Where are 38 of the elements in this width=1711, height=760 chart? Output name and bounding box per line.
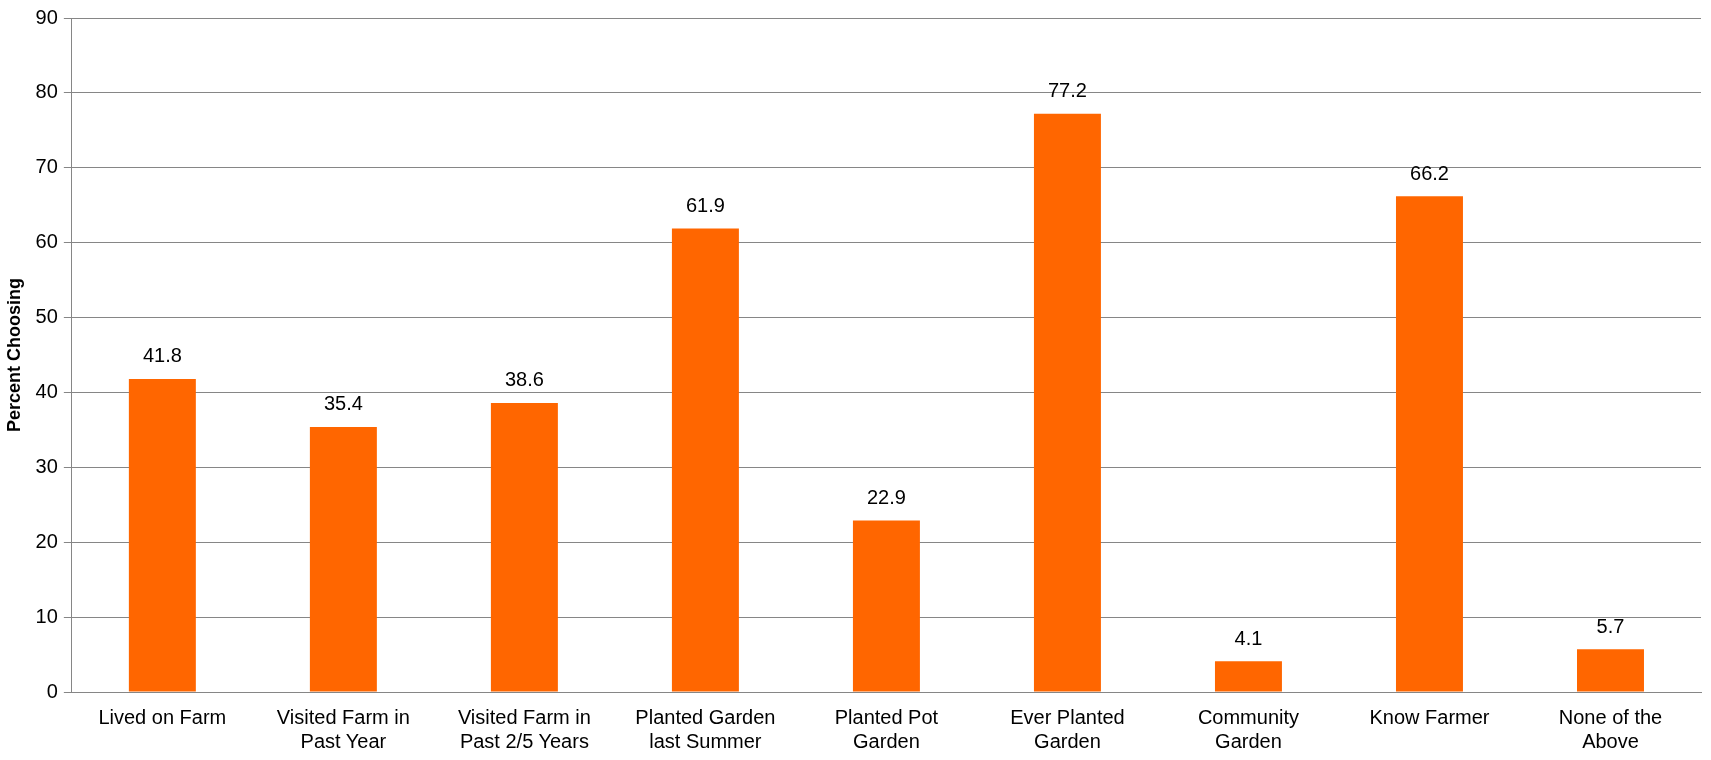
x-tick-label: None of the Above (1558, 705, 1663, 752)
y-tick-label: 80 (35, 80, 58, 103)
x-tick-label: Lived on Farm (98, 705, 227, 728)
x-tick-label: Visited Farm in Past Year (276, 705, 410, 752)
y-tick-label: 50 (35, 305, 58, 328)
bar (309, 426, 377, 692)
bar (1577, 649, 1644, 692)
data-label: 4.1 (1234, 626, 1263, 649)
data-label: 5.7 (1596, 614, 1625, 637)
data-label: 66.2 (1410, 161, 1449, 184)
y-tick-label: 40 (35, 379, 58, 402)
data-label: 41.8 (142, 344, 182, 367)
x-tick-label: Community Garden (1197, 705, 1300, 752)
y-tick-label: 30 (35, 454, 58, 477)
y-tick-label: 10 (35, 604, 58, 627)
x-tick-label: Visited Farm in Past 2/5 Years (457, 705, 591, 752)
x-tick-label: Planted Pot Garden (834, 705, 939, 752)
data-label: 35.4 (323, 392, 363, 415)
x-tick-label: Planted Garden last Summer (635, 705, 776, 752)
data-label: 77.2 (1047, 79, 1087, 102)
y-tick-label: 60 (35, 230, 58, 253)
bar (128, 378, 196, 692)
bar (852, 520, 920, 692)
y-tick-label: 70 (35, 155, 58, 178)
data-label: 38.6 (504, 368, 544, 391)
bar (490, 402, 558, 692)
bar (1395, 196, 1463, 692)
bar (671, 228, 739, 692)
data-label: 22.9 (866, 486, 906, 509)
y-tick-label: 20 (35, 529, 58, 552)
y-tick-label: 0 (46, 679, 58, 702)
bar (1214, 661, 1282, 692)
bar (1033, 113, 1101, 692)
x-tick-label: Know Farmer (1369, 705, 1490, 728)
y-tick-label: 90 (35, 5, 58, 28)
x-tick-label: Ever Planted Garden (1010, 705, 1125, 752)
data-label: 61.9 (685, 193, 725, 216)
y-axis-title: Percent Choosing (3, 277, 24, 433)
